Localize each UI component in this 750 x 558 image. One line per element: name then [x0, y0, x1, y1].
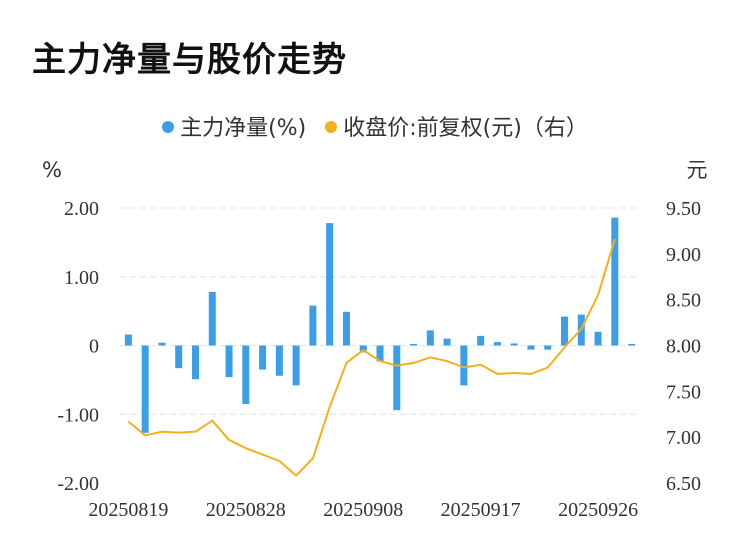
left-tick-label: 2.00	[64, 198, 99, 220]
x-tick-label: 20250917	[441, 499, 521, 521]
right-tick-label: 8.50	[666, 290, 701, 312]
right-tick-label: 9.50	[666, 198, 701, 220]
gridlines	[120, 207, 640, 415]
bar	[376, 345, 384, 362]
bar	[477, 335, 485, 346]
axis-labels: -2.00 -1.00 0 1.00 2.00 6.50 7.00 7.50 8.00 8.50 9…	[57, 198, 701, 521]
left-axis-unit: %	[42, 158, 62, 182]
left-tick-label: 1.00	[64, 267, 99, 289]
legend-label-bar: 主力净量(%)	[180, 116, 307, 141]
right-tick-label: 8.00	[666, 336, 701, 358]
bar	[242, 345, 250, 404]
x-tick-label: 20250828	[206, 499, 286, 521]
price-line	[127, 238, 616, 477]
bar	[393, 345, 401, 411]
legend-label-line: 收盘价:前复权(元)（右）	[343, 116, 588, 141]
bar	[158, 342, 166, 346]
bar	[510, 343, 518, 346]
bar	[275, 345, 283, 376]
legend: 主力净量(%) 收盘价:前复权(元)（右）	[0, 110, 750, 142]
right-tick-label: 7.50	[666, 381, 701, 403]
bar	[611, 217, 619, 346]
right-tick-label: 6.50	[666, 473, 701, 495]
bar	[225, 345, 233, 378]
bar	[326, 223, 334, 346]
bar	[359, 345, 367, 353]
bar	[561, 316, 569, 346]
bar-series	[124, 217, 636, 433]
bar	[410, 344, 418, 346]
bar	[191, 345, 199, 380]
bar	[259, 345, 267, 370]
bar	[628, 344, 636, 346]
x-tick-label: 20250908	[323, 499, 403, 521]
bar	[208, 291, 216, 346]
left-tick-label: -1.00	[57, 404, 99, 426]
bar	[544, 345, 552, 350]
legend-item-line[interactable]: 收盘价:前复权(元)（右）	[325, 110, 588, 142]
right-tick-label: 7.00	[666, 427, 701, 449]
x-tick-label: 20250819	[88, 499, 168, 521]
right-tick-label: 9.00	[666, 244, 701, 266]
bar	[175, 345, 183, 369]
left-tick-label: -2.00	[57, 473, 99, 495]
bar	[426, 330, 434, 346]
right-axis-unit: 元	[687, 158, 708, 182]
bar	[493, 342, 501, 346]
bar	[443, 338, 451, 346]
bar	[594, 331, 602, 346]
legend-marker-line	[325, 121, 338, 133]
bar	[460, 345, 468, 386]
legend-item-bar[interactable]: 主力净量(%)	[162, 110, 306, 142]
line-series	[127, 238, 616, 477]
legend-marker-bar	[162, 121, 175, 133]
x-tick-label: 20250926	[558, 499, 638, 521]
bar	[342, 311, 350, 346]
bar	[124, 334, 132, 346]
chart-title: 主力净量与股价走势	[32, 40, 347, 80]
bar	[141, 345, 149, 433]
bar	[527, 345, 535, 350]
bar	[309, 305, 317, 346]
left-tick-label: 0	[89, 336, 99, 358]
bar	[292, 345, 300, 386]
